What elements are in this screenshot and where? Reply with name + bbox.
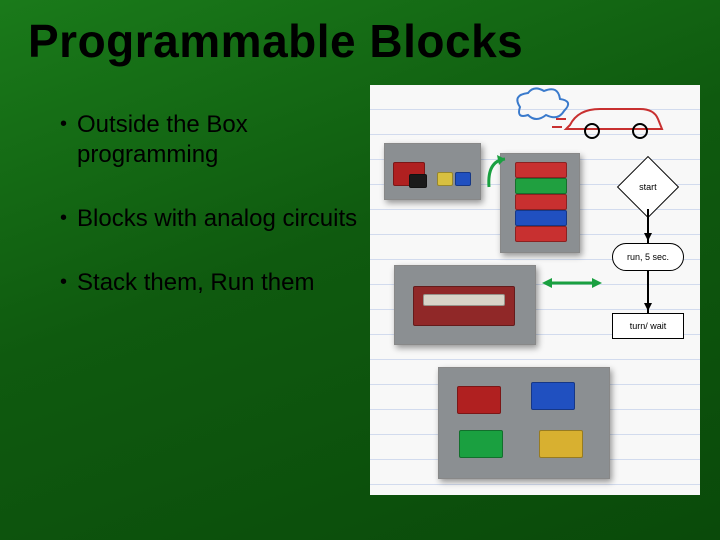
color-block (515, 226, 567, 242)
slide: Programmable Blocks • Outside the Box pr… (0, 0, 720, 540)
color-block (413, 286, 515, 326)
photo-wide-block (394, 265, 536, 345)
color-block (423, 294, 505, 306)
color-block (539, 430, 583, 458)
color-block (409, 174, 427, 188)
color-block (437, 172, 453, 186)
color-block (515, 178, 567, 194)
color-block (515, 162, 567, 178)
photo-top-car-blocks (384, 143, 481, 200)
color-block (531, 382, 575, 410)
bullet-text: Stack them, Run them (77, 268, 314, 298)
figure-panel: start run, 5 sec. turn/ wait (370, 85, 700, 495)
bullet-text: Outside the Box programming (77, 110, 360, 170)
arrow-top-green-icon (485, 155, 511, 191)
slide-title: Programmable Blocks (28, 14, 523, 68)
bullet-item: • Outside the Box programming (60, 110, 360, 170)
bullet-text: Blocks with analog circuits (77, 204, 357, 234)
bullet-item: • Stack them, Run them (60, 268, 360, 298)
bullet-list: • Outside the Box programming • Blocks w… (60, 110, 360, 332)
color-block (455, 172, 471, 186)
bullet-dot-icon: • (60, 112, 67, 170)
color-block (515, 194, 567, 210)
bullet-item: • Blocks with analog circuits (60, 204, 360, 234)
bullet-dot-icon: • (60, 206, 67, 234)
photo-stacked-blocks (500, 153, 580, 253)
color-block (459, 430, 503, 458)
flow-arrowheads-icon (602, 165, 692, 365)
sketch-car-cloud (500, 89, 680, 149)
color-block (515, 210, 567, 226)
bullet-dot-icon: • (60, 270, 67, 298)
photo-four-blocks (438, 367, 610, 479)
color-block (457, 386, 501, 414)
flowchart: start run, 5 sec. turn/ wait (602, 165, 692, 365)
arrow-mid-double-icon (542, 275, 602, 291)
